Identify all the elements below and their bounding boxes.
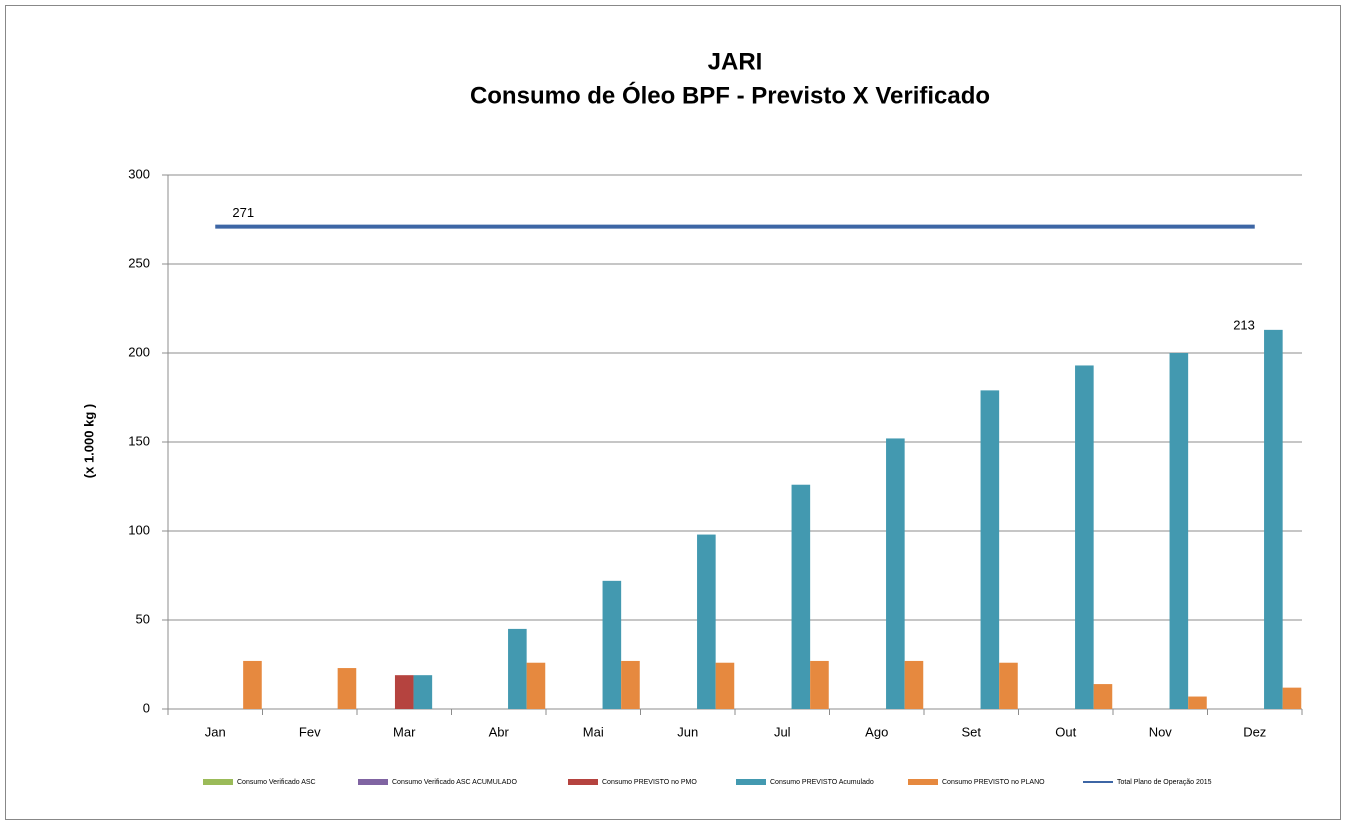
y-tick-label: 50 [136,611,150,626]
data-label: 213 [1233,317,1255,332]
y-tick-label: 100 [128,522,150,537]
bar [715,662,735,709]
chart-title: JARI [708,48,763,75]
bar [602,580,622,709]
bar [697,534,716,709]
legend-label: Consumo PREVISTO no PLANO [942,779,1045,786]
bar [394,675,414,709]
bar [1264,329,1283,709]
bar [1075,365,1094,709]
bar [621,660,640,709]
bar [526,662,546,709]
bar [810,660,829,709]
x-tick-label: Out [1055,724,1076,739]
bar [904,660,924,709]
x-tick-label: Mai [583,724,604,739]
y-tick-label: 250 [128,255,150,270]
y-tick-label: 150 [128,433,150,448]
bar [243,660,262,709]
legend-label: Consumo PREVISTO Acumulado [770,779,874,786]
x-tick-label: Ago [865,724,888,739]
x-tick-label: Jan [205,724,226,739]
legend-label: Total Plano de Operação 2015 [1117,779,1212,786]
y-tick-label: 200 [128,344,150,359]
bar [791,484,811,709]
legend-swatch [908,779,938,785]
x-tick-label: Fev [299,724,321,739]
x-tick-label: Set [961,724,981,739]
legend-label: Consumo Verificado ASC [237,779,316,786]
bar [980,390,1000,709]
x-tick-label: Dez [1243,724,1266,739]
bar [1169,353,1189,709]
bar [999,662,1018,709]
x-tick-label: Abr [489,724,510,739]
bar [337,668,357,709]
y-tick-label: 0 [143,700,150,715]
legend-swatch [736,779,766,785]
bar [1282,687,1302,709]
bar [1188,696,1207,709]
x-tick-label: Nov [1149,724,1173,739]
bar [508,628,527,709]
legend-label: Consumo Verificado ASC ACUMULADO [392,779,517,786]
chart-subtitle: Consumo de Óleo BPF - Previsto X Verific… [470,81,990,109]
chart-border [5,5,1341,820]
legend-label: Consumo PREVISTO no PMO [602,779,697,786]
bar [886,438,905,709]
legend-swatch [568,779,598,785]
legend-swatch [203,779,233,785]
legend-swatch [358,779,388,785]
data-label: 271 [232,205,254,220]
bar [1093,684,1113,709]
x-tick-label: Jun [677,724,698,739]
y-tick-label: 300 [128,166,150,181]
y-axis-label: (x 1.000 kg ) [81,404,96,478]
bar [413,675,433,709]
x-tick-label: Jul [774,724,791,739]
x-tick-label: Mar [393,724,416,739]
